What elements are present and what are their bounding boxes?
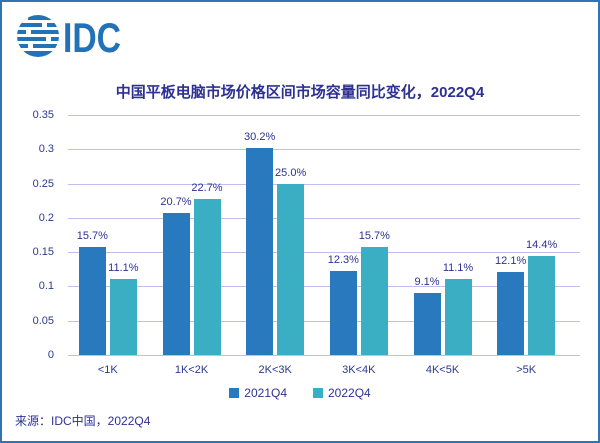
source-note: 来源：IDC中国，2022Q4 <box>15 414 151 428</box>
legend: 2021Q4 2022Q4 <box>2 386 598 400</box>
gridline <box>68 217 580 219</box>
idc-logo-text: IDC <box>63 14 121 58</box>
x-axis-category-label: <1K <box>97 364 118 376</box>
bar-2021Q4-2K<3K <box>246 147 274 355</box>
chart-title: 中国平板电脑市场价格区间市场容量同比变化，2022Q4 <box>115 84 485 101</box>
bar-2022Q4->5K <box>528 256 556 355</box>
bar-2022Q4-1K<2K <box>193 199 221 355</box>
bar-2021Q4-1K<2K <box>162 213 190 355</box>
y-axis-tick-label: 0.3 <box>38 143 54 156</box>
data-label: 14.4% <box>526 239 558 252</box>
y-axis-tick-label: 0.15 <box>32 246 54 259</box>
data-label: 15.7% <box>76 230 108 243</box>
y-axis-tick-label: 0.05 <box>32 314 54 327</box>
gridline <box>68 286 580 288</box>
data-label: 15.7% <box>358 230 390 243</box>
data-label: 11.1% <box>442 261 474 274</box>
gridline <box>68 252 580 254</box>
x-axis-category-label: 1K<2K <box>174 364 209 376</box>
legend-swatch-icon <box>229 388 240 398</box>
x-axis-category-label: 3K<4K <box>342 364 376 376</box>
x-axis-category-label: 2K<3K <box>258 364 292 376</box>
gridline <box>68 183 580 185</box>
data-label: 30.2% <box>244 130 276 143</box>
y-axis-tick-label: 0.25 <box>32 177 54 190</box>
gridline <box>68 149 580 151</box>
data-label: 11.1% <box>108 261 139 274</box>
y-axis-tick-label: 0.2 <box>38 211 54 224</box>
data-label: 12.3% <box>327 253 359 266</box>
y-axis-tick-label: 0.1 <box>38 280 54 293</box>
gridline <box>68 115 580 116</box>
bar-2021Q4-3K<4K <box>329 270 357 355</box>
y-axis-tick-label: 0.35 <box>32 109 54 121</box>
bar-2022Q4-3K<4K <box>360 247 388 355</box>
idc-globe-icon: IDC <box>17 14 121 61</box>
data-label: 20.7% <box>160 196 192 209</box>
x-axis-category-label: 4K<5K <box>425 364 460 376</box>
legend-label: 2022Q4 <box>328 386 371 400</box>
y-axis-tick-label: 0 <box>47 349 54 361</box>
x-axis-category-label: >5K <box>516 364 537 376</box>
bar-2021Q4-4K<5K <box>413 292 441 355</box>
bar-2022Q4-4K<5K <box>444 278 472 355</box>
bar-2021Q4->5K <box>497 272 525 355</box>
bar-2022Q4-2K<3K <box>277 183 305 355</box>
data-label: 9.1% <box>414 275 440 288</box>
data-label: 25.0% <box>275 166 307 179</box>
legend-label: 2021Q4 <box>244 386 287 400</box>
gridline <box>68 320 580 322</box>
gridline <box>68 355 580 356</box>
bar-2022Q4-<1K <box>109 278 137 355</box>
idc-logo: IDC <box>16 12 126 61</box>
data-label: 22.7% <box>191 182 223 195</box>
legend-item-2021Q4: 2021Q4 <box>229 386 287 400</box>
legend-swatch-icon <box>313 388 323 398</box>
legend-item-2022Q4: 2022Q4 <box>313 386 371 400</box>
bar-2021Q4-<1K <box>78 247 106 355</box>
data-label: 12.1% <box>495 255 527 268</box>
